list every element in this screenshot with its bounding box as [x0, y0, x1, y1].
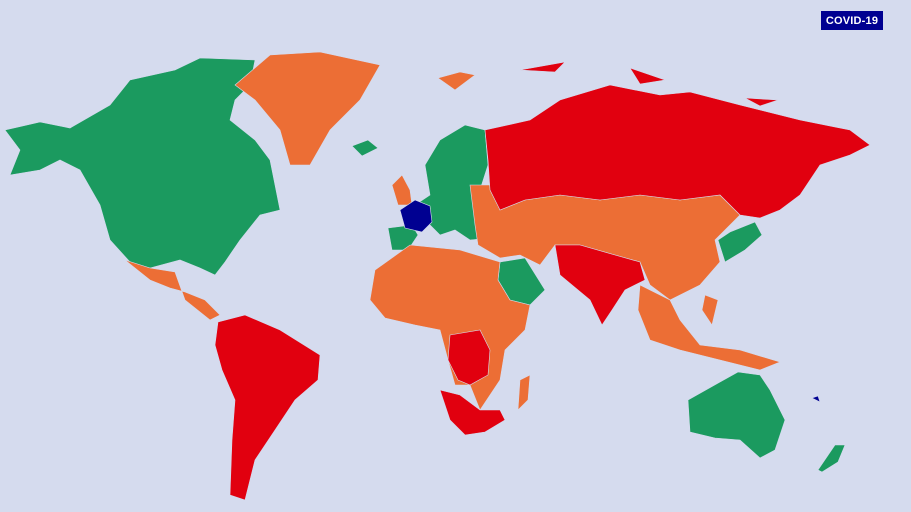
- africa: [369, 244, 531, 411]
- greenland-adjacent-iceland: [351, 139, 379, 157]
- south-america: [214, 314, 321, 501]
- south-asia: [554, 244, 646, 326]
- southern-africa: [439, 389, 506, 436]
- japan-korea: [717, 221, 763, 263]
- mexico-central-america: [124, 259, 221, 321]
- new-caledonia: [811, 395, 821, 403]
- russia: [484, 84, 871, 219]
- orange-countries: [124, 51, 781, 411]
- russia-islands: [519, 61, 779, 107]
- france-country: [399, 199, 433, 233]
- australia: [687, 371, 786, 459]
- uk-ireland: [391, 174, 413, 206]
- red-countries: [214, 61, 871, 501]
- madagascar: [517, 374, 531, 411]
- southeast-asia: [637, 284, 781, 371]
- new-zealand: [817, 444, 846, 473]
- philippines: [701, 294, 719, 326]
- covid-19-badge: COVID-19: [821, 11, 883, 30]
- north-america-canada-usa: [4, 57, 281, 276]
- france: [399, 199, 821, 403]
- svalbard: [437, 71, 476, 91]
- greenland: [234, 51, 381, 166]
- central-africa: [447, 329, 491, 386]
- green-countries: [4, 57, 846, 473]
